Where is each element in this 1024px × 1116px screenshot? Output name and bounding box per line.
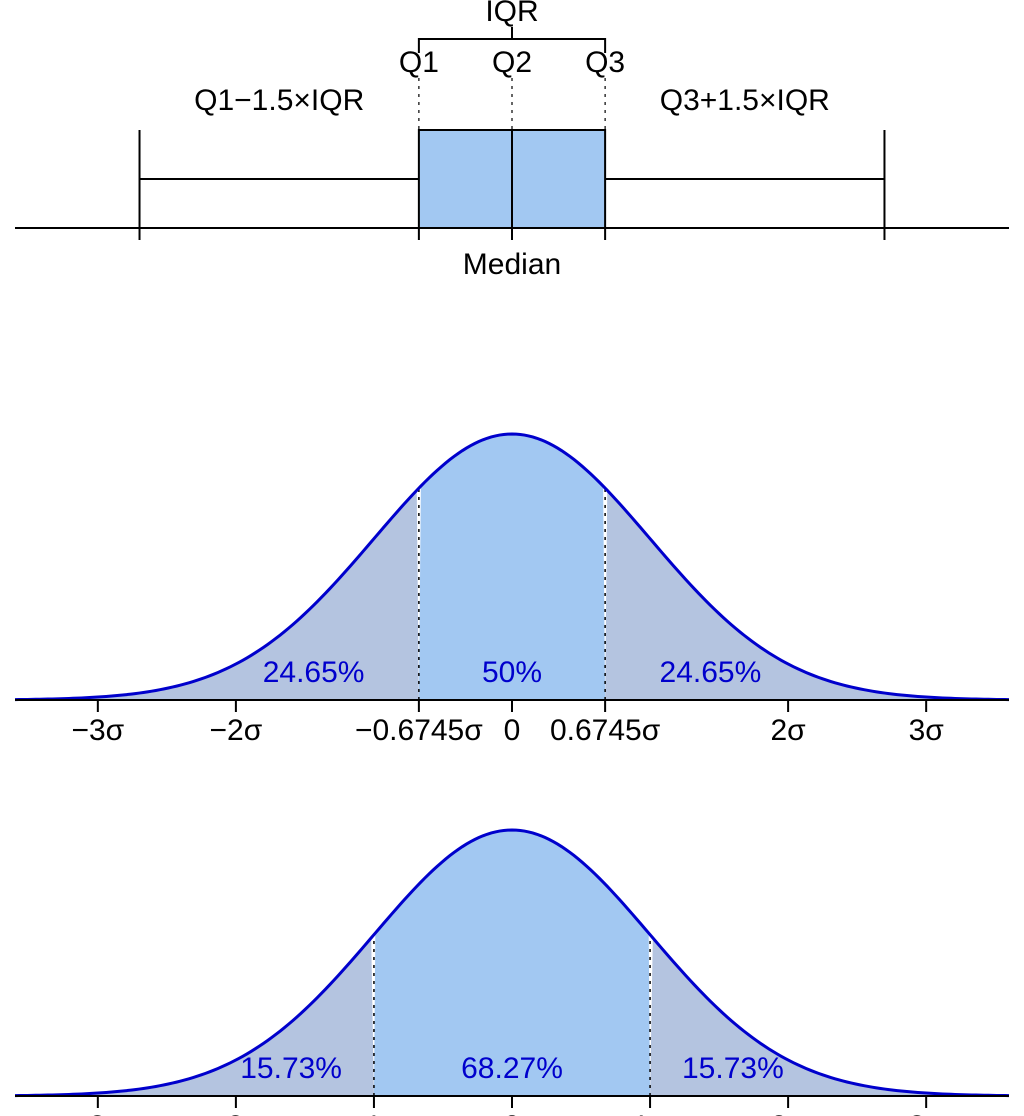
iqr-label: IQR — [485, 0, 538, 28]
panel3-pct-left: 15.73% — [240, 1052, 342, 1085]
figure-root: Q1Q2Q3Q1−1.5×IQRQ3+1.5×IQRIQRMedian24.65… — [0, 0, 1024, 1116]
panel2-tick-label: 0 — [504, 714, 521, 747]
panel2-pct-left: 24.65% — [263, 656, 365, 689]
q2-label: Q2 — [492, 46, 532, 79]
figure-svg: Q1Q2Q3Q1−1.5×IQRQ3+1.5×IQRIQRMedian24.65… — [0, 0, 1024, 1116]
median-label: Median — [463, 248, 561, 281]
panel3-tick-label: 3σ — [909, 1110, 945, 1116]
panel2-tick-label: −2σ — [210, 714, 263, 747]
panel2-tick-label: −3σ — [71, 714, 124, 747]
panel3-tick-label: 0 — [504, 1110, 521, 1116]
panel2-pct-right: 24.65% — [660, 656, 762, 689]
panel2-pct-middle: 50% — [482, 656, 542, 689]
panel3-tick-label: 1σ — [632, 1110, 668, 1116]
panel3-tick-label: 2σ — [771, 1110, 807, 1116]
panel3-tick-label: −3σ — [71, 1110, 124, 1116]
whisker-left-label: Q1−1.5×IQR — [194, 84, 364, 117]
panel3-pct-middle: 68.27% — [461, 1052, 563, 1085]
panel2-tick-label: 3σ — [909, 714, 945, 747]
panel2-tick-label: 2σ — [771, 714, 807, 747]
panel2-tick-label: 0.6745σ — [550, 714, 661, 747]
panel3-tick-label: −2σ — [210, 1110, 263, 1116]
panel3-tick-label: −1σ — [348, 1110, 401, 1116]
whisker-right-label: Q3+1.5×IQR — [660, 84, 830, 117]
panel3-pct-right: 15.73% — [682, 1052, 784, 1085]
panel2-tick-label: −0.6745σ — [355, 714, 483, 747]
